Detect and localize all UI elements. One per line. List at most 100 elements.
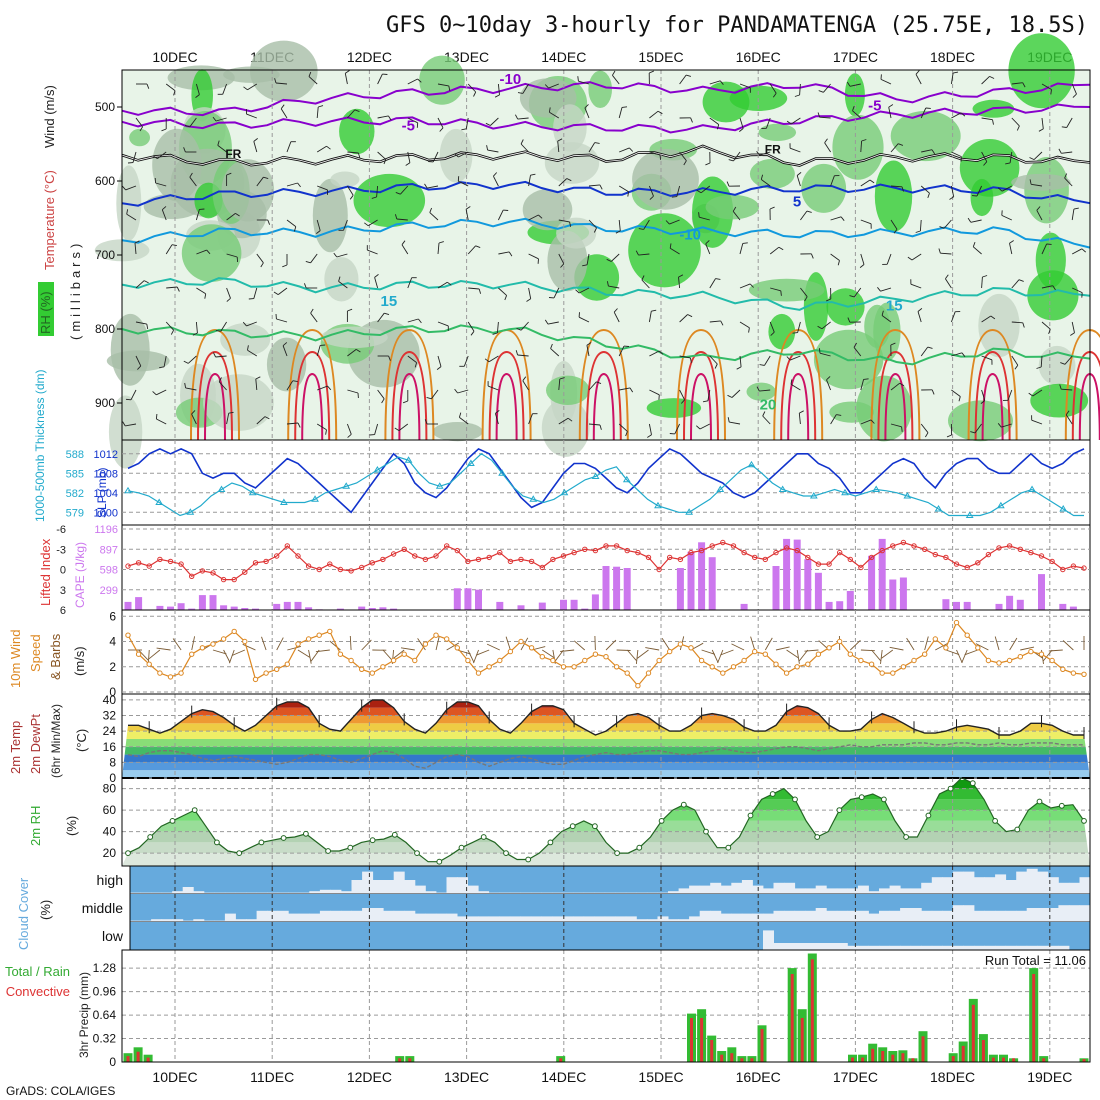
- cloud-cell: [562, 892, 574, 894]
- wind-barb-flag: [402, 400, 408, 404]
- lifted-index-point: [582, 546, 588, 552]
- wind-barb: [558, 378, 561, 391]
- cloud-cell: [773, 943, 785, 950]
- wind-barb: [558, 253, 565, 265]
- cloud-cell: [277, 910, 289, 922]
- cloud-cell: [541, 892, 553, 894]
- thickness-point: [747, 460, 756, 468]
- cloud-cell: [256, 910, 268, 922]
- wind-barb: [195, 321, 198, 334]
- wind-barb: [1007, 389, 1013, 401]
- wind-barb: [401, 244, 409, 255]
- wind-barb: [196, 249, 207, 255]
- cloud-cell: [530, 892, 542, 894]
- lifted-index-point: [518, 556, 524, 563]
- cloud-cell: [277, 892, 289, 894]
- cloud-cell: [952, 871, 964, 894]
- wind-barb-flag: [394, 214, 398, 220]
- cloud-cell: [446, 913, 458, 922]
- wind-barb-flag: [473, 91, 477, 97]
- wind-speed-point: [560, 664, 567, 670]
- wind-barb-flag: [945, 274, 949, 280]
- wind-barb: [368, 219, 378, 227]
- wind-barb-flag: [325, 429, 327, 435]
- lifted-index-point: [635, 549, 641, 556]
- surface-wind-barb: [924, 636, 929, 651]
- cloud-cell: [1026, 868, 1038, 894]
- wind-barb: [709, 80, 721, 85]
- pressure-800-tick-label: 800: [95, 322, 115, 336]
- wind-barb: [860, 219, 872, 225]
- bottom-day-18DEC: 18DEC: [930, 1069, 975, 1085]
- precip-convective-bar: [911, 1058, 915, 1062]
- wind-barb-flag: [1072, 93, 1077, 98]
- cloud-cell: [625, 916, 637, 922]
- wind-barb-flag: [629, 387, 634, 393]
- cloud-cell: [256, 892, 268, 894]
- wind-barb-flag: [678, 274, 684, 278]
- lifted-index-point: [380, 556, 386, 563]
- lifted-index-point: [199, 568, 206, 574]
- cape-bar: [942, 599, 950, 610]
- wind-barb: [488, 355, 499, 363]
- cloud-cell: [836, 910, 848, 922]
- cape-lifted-index-content: 299 598 897 1196 6 3 0 -3 -6: [56, 524, 1090, 617]
- wind-barb-flag: [212, 116, 217, 122]
- wind-barb: [347, 389, 359, 394]
- cloud-cell: [1058, 882, 1070, 894]
- wind-barb-flag: [859, 264, 865, 268]
- cloud-row-label: low: [102, 928, 124, 944]
- wind-barb: [648, 423, 652, 435]
- surface-wind-barb: [349, 635, 352, 651]
- surface-wind-barb: [505, 636, 511, 651]
- temp-band: [122, 746, 1090, 755]
- wind-barb: [584, 107, 590, 119]
- cloud-cell: [235, 919, 247, 922]
- wind-barb-flag: [125, 398, 132, 401]
- slp-tick-label: 1012: [94, 449, 118, 461]
- precip-convective-bar: [790, 974, 794, 1062]
- precip-convective-bar: [981, 1040, 985, 1062]
- wind-speed-point: [444, 636, 450, 642]
- lifted-index-point: [539, 564, 545, 571]
- wind-speed-point: [401, 651, 407, 657]
- wind-barb-flag: [593, 227, 597, 233]
- lifted-index-point: [412, 553, 418, 559]
- temp-2m-label-b: 2m DewPt: [28, 714, 43, 774]
- wind-barb: [759, 389, 771, 392]
- wind-barb: [973, 246, 982, 255]
- precip-convective-bar: [961, 1045, 965, 1062]
- wind-barb-flag: [705, 240, 710, 245]
- lifted-index-point: [900, 539, 907, 546]
- wind-barb-flag: [418, 318, 422, 324]
- wind-barb-flag: [170, 329, 174, 335]
- wind-barb-flag: [493, 172, 498, 177]
- lifted-index-point: [401, 546, 407, 552]
- wind-barb: [729, 421, 741, 425]
- wind-barb: [496, 321, 499, 334]
- rh-shade-blob: [864, 304, 890, 348]
- wind-barb: [824, 142, 831, 153]
- cape-bar: [464, 588, 472, 610]
- wind-speed-point: [486, 664, 492, 670]
- wind-barb-flag: [1059, 384, 1062, 390]
- warm-contour: [974, 350, 1011, 441]
- wind-barb-flag: [318, 105, 324, 108]
- cloud-cell: [879, 945, 890, 950]
- wind-barb-flag: [582, 264, 588, 267]
- wind-speed-point: [337, 651, 344, 657]
- wind-barb-flag: [504, 295, 508, 301]
- cape-bar: [167, 606, 174, 610]
- wind-speed-point: [167, 674, 174, 680]
- thickness-point: [1028, 485, 1036, 492]
- wind-barb: [377, 312, 385, 323]
- surface-wind-barb: [212, 649, 227, 655]
- cape-bar: [581, 608, 589, 610]
- cloud-cell: [467, 885, 479, 894]
- thickness-point: [311, 495, 319, 502]
- cape-bar: [963, 601, 971, 610]
- wind-barb: [1009, 243, 1013, 255]
- wind-barb-flag: [786, 356, 791, 361]
- cloud-cell: [193, 891, 205, 894]
- surface-wind-barb: [645, 647, 660, 651]
